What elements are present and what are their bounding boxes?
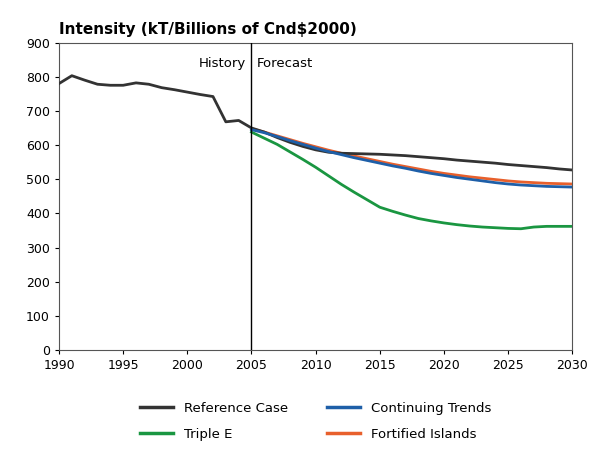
Text: Intensity (kT/Billions of Cnd$2000): Intensity (kT/Billions of Cnd$2000) xyxy=(59,22,357,37)
Text: Forecast: Forecast xyxy=(257,57,313,70)
Legend: Reference Case, Triple E, Continuing Trends, Fortified Islands: Reference Case, Triple E, Continuing Tre… xyxy=(135,396,497,447)
Text: History: History xyxy=(199,57,247,70)
